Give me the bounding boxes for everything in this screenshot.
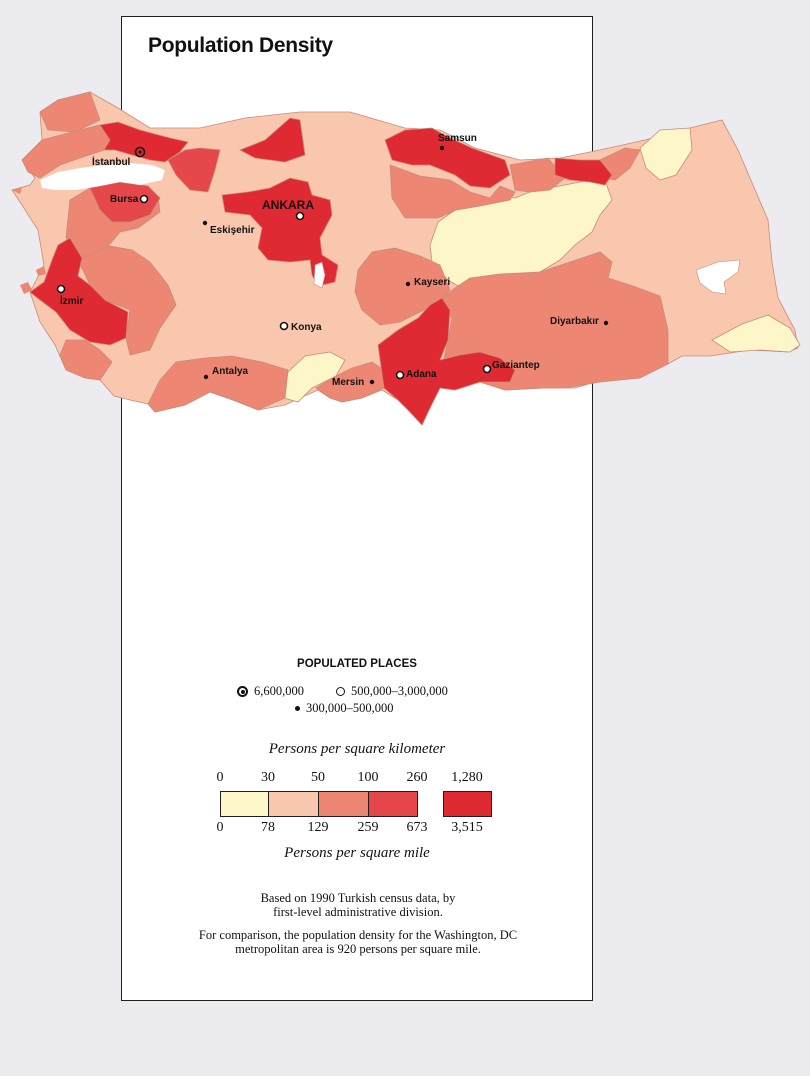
aegean-island xyxy=(20,282,32,294)
city-label-konya: Konya xyxy=(291,322,322,333)
mile-tick: 0 xyxy=(216,820,224,835)
region-samsun xyxy=(384,127,511,189)
lake-tuz xyxy=(313,261,326,289)
aegean-island xyxy=(36,266,46,276)
region-istanbul xyxy=(99,121,189,163)
km-tick: 0 xyxy=(216,770,224,785)
mile-tick: 673 xyxy=(406,820,428,835)
city-istanbul-symbol xyxy=(134,146,146,158)
city-kayseri-symbol xyxy=(405,281,411,287)
city-diyarbakir-symbol xyxy=(603,320,609,326)
region-southeast-low xyxy=(711,314,801,353)
km-tick: 100 xyxy=(357,770,379,785)
source-note-line2: first-level administrative division. xyxy=(273,905,443,919)
km-tick: 1,280 xyxy=(451,770,483,785)
mile-tick: 129 xyxy=(307,820,329,835)
capital-symbol-icon xyxy=(237,686,248,697)
region-ankara xyxy=(221,177,339,287)
city-samsun-symbol xyxy=(439,145,445,151)
density-swatch-class1 xyxy=(220,791,269,817)
comparison-note-line2: metropolitan area is 920 persons per squ… xyxy=(235,942,481,956)
km-tick: 30 xyxy=(261,770,275,785)
km-scale-label: Persons per square kilometer xyxy=(268,741,446,757)
region-south-west-coast xyxy=(59,339,113,381)
city-gaziantep-symbol xyxy=(482,364,492,374)
region-zonguldak xyxy=(239,117,306,163)
city-adana-symbol xyxy=(395,370,405,380)
density-swatch-class5 xyxy=(443,791,492,817)
mile-tick: 3,515 xyxy=(451,820,483,835)
city-label-kayseri: Kayseri xyxy=(414,277,450,288)
city-label-istanbul: İstanbul xyxy=(92,155,131,168)
density-swatch-class2 xyxy=(268,791,319,817)
source-note-line1: Based on 1990 Turkish census data, by xyxy=(260,891,456,905)
turkey-density-map: İstanbul ANKARA İzmir Bursa Eskişehir Ko… xyxy=(11,91,801,426)
city-label-izmir: İzmir xyxy=(60,294,83,307)
density-swatch-class3 xyxy=(318,791,369,817)
legend-capital-label: 6,600,000 xyxy=(254,684,304,698)
city-label-samsun: Samsun xyxy=(438,133,477,144)
city-antalya-symbol xyxy=(203,374,209,380)
region-adana xyxy=(377,297,516,426)
city-label-mersin: Mersin xyxy=(332,377,364,388)
city-label-adana: Adana xyxy=(406,369,437,380)
city-bursa-symbol xyxy=(139,194,149,204)
km-tick: 50 xyxy=(311,770,325,785)
city-label-eskisehir: Eskişehir xyxy=(210,225,255,236)
km-tick: 260 xyxy=(406,770,428,785)
region-black-sea-east xyxy=(389,164,516,219)
legend-small-row: 300,000–500,000 xyxy=(295,701,394,716)
region-northeast-low xyxy=(639,127,693,181)
region-trabzon xyxy=(554,157,613,186)
comparison-note-line1: For comparison, the population density f… xyxy=(198,928,518,942)
density-swatch-class4 xyxy=(368,791,418,817)
legend-small-label: 300,000–500,000 xyxy=(306,701,394,715)
city-ankara-symbol xyxy=(295,211,305,221)
city-label-diyarbakir: Diyarbakır xyxy=(550,316,599,327)
large-city-symbol-icon xyxy=(336,687,345,696)
city-label-gaziantep: Gaziantep xyxy=(492,360,540,371)
region-izmir xyxy=(29,237,129,346)
city-label-bursa: Bursa xyxy=(110,194,139,205)
legend-large-row: 500,000–3,000,000 xyxy=(336,684,448,699)
city-konya-symbol xyxy=(279,321,289,331)
city-mersin-symbol xyxy=(369,379,375,385)
aegean-island xyxy=(12,188,22,194)
small-city-symbol-icon xyxy=(295,706,300,711)
region-aegean-inner xyxy=(77,245,177,356)
region-northwest-coast xyxy=(39,91,101,133)
region-south-coast-west xyxy=(147,355,289,413)
region-northeast-coast xyxy=(509,157,566,193)
mile-tick: 78 xyxy=(261,820,275,835)
sea-of-marmara xyxy=(40,163,165,190)
legend-capital-row: 6,600,000 xyxy=(237,684,304,699)
region-kocaeli xyxy=(167,147,221,193)
mile-scale-label: Persons per square mile xyxy=(284,845,430,861)
city-izmir-symbol xyxy=(56,284,66,294)
city-eskisehir-symbol xyxy=(202,220,208,226)
mile-tick: 259 xyxy=(357,820,379,835)
lake-van xyxy=(695,259,741,295)
populated-places-heading: POPULATED PLACES xyxy=(297,658,417,670)
city-label-antalya: Antalya xyxy=(212,366,249,377)
legend-large-label: 500,000–3,000,000 xyxy=(351,684,448,698)
city-label-ankara: ANKARA xyxy=(262,198,314,212)
map-title: Population Density xyxy=(148,34,333,57)
